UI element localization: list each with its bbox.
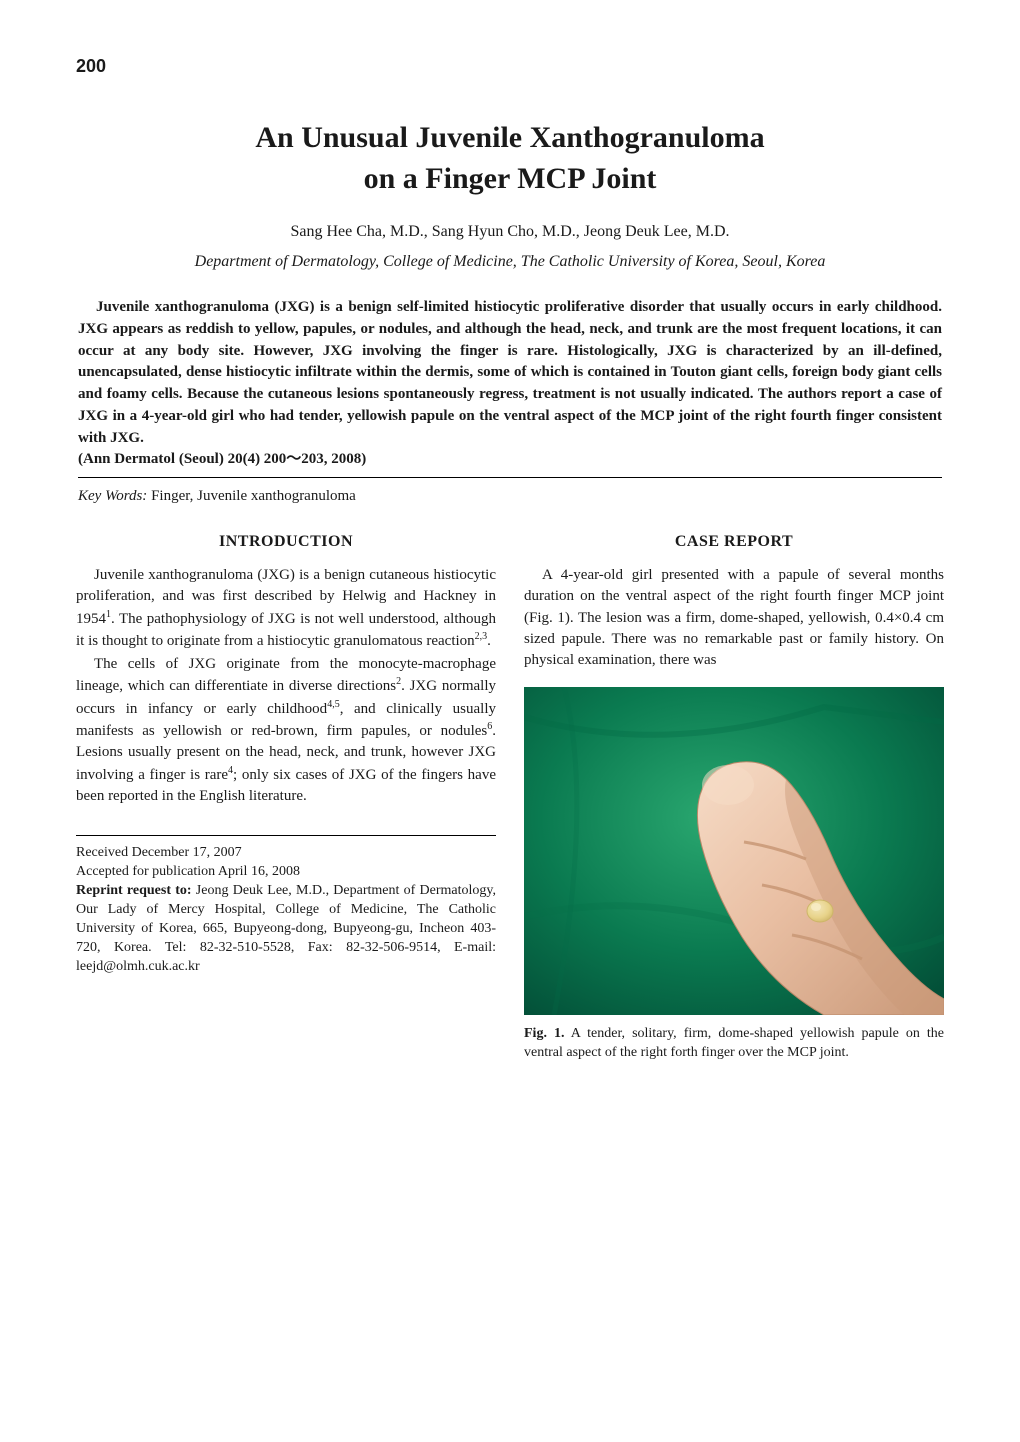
figure-1-label: Fig. 1. [524, 1026, 564, 1041]
section-introduction: INTRODUCTION [76, 533, 496, 551]
keywords: Key Words: Finger, Juvenile xanthogranul… [78, 488, 942, 505]
case-p1: A 4-year-old girl presented with a papul… [524, 565, 944, 671]
figure-1: Fig. 1. A tender, solitary, firm, dome-s… [524, 687, 944, 1063]
received-date: Received December 17, 2007 [76, 844, 496, 863]
section-case-report: CASE REPORT [524, 533, 944, 551]
accepted-date: Accepted for publication April 16, 2008 [76, 863, 496, 882]
reprint-request: Reprint request to: Jeong Deuk Lee, M.D.… [76, 882, 496, 976]
figure-1-caption-text: A tender, solitary, firm, dome-shaped ye… [524, 1026, 944, 1060]
footnote-block: Received December 17, 2007 Accepted for … [76, 844, 496, 976]
page-number: 200 [76, 56, 106, 77]
intro-p2: The cells of JXG originate from the mono… [76, 654, 496, 807]
keywords-label: Key Words: [78, 488, 147, 504]
journal-reference: (Ann Dermatol (Seoul) 20(4) 200～203, 200… [78, 451, 366, 467]
affiliation: Department of Dermatology, College of Me… [76, 253, 944, 271]
title-line-2: on a Finger MCP Joint [76, 159, 944, 200]
keywords-text: Finger, Juvenile xanthogranuloma [147, 488, 356, 504]
authors: Sang Hee Cha, M.D., Sang Hyun Cho, M.D.,… [76, 223, 944, 241]
figure-1-caption: Fig. 1. A tender, solitary, firm, dome-s… [524, 1025, 944, 1063]
title-line-1: An Unusual Juvenile Xanthogranuloma [76, 118, 944, 159]
article-title: An Unusual Juvenile Xanthogranuloma on a… [76, 118, 944, 199]
abstract: Juvenile xanthogranuloma (JXG) is a beni… [78, 297, 942, 471]
figure-1-svg [524, 687, 944, 1015]
abstract-rule [78, 477, 942, 478]
abstract-text: Juvenile xanthogranuloma (JXG) is a beni… [78, 299, 942, 446]
two-column-body: INTRODUCTION Juvenile xanthogranuloma (J… [76, 527, 944, 1063]
left-column: INTRODUCTION Juvenile xanthogranuloma (J… [76, 527, 496, 1063]
intro-p1: Juvenile xanthogranuloma (JXG) is a beni… [76, 565, 496, 652]
right-column: CASE REPORT A 4-year-old girl presented … [524, 527, 944, 1063]
footnote-rule [76, 835, 496, 836]
